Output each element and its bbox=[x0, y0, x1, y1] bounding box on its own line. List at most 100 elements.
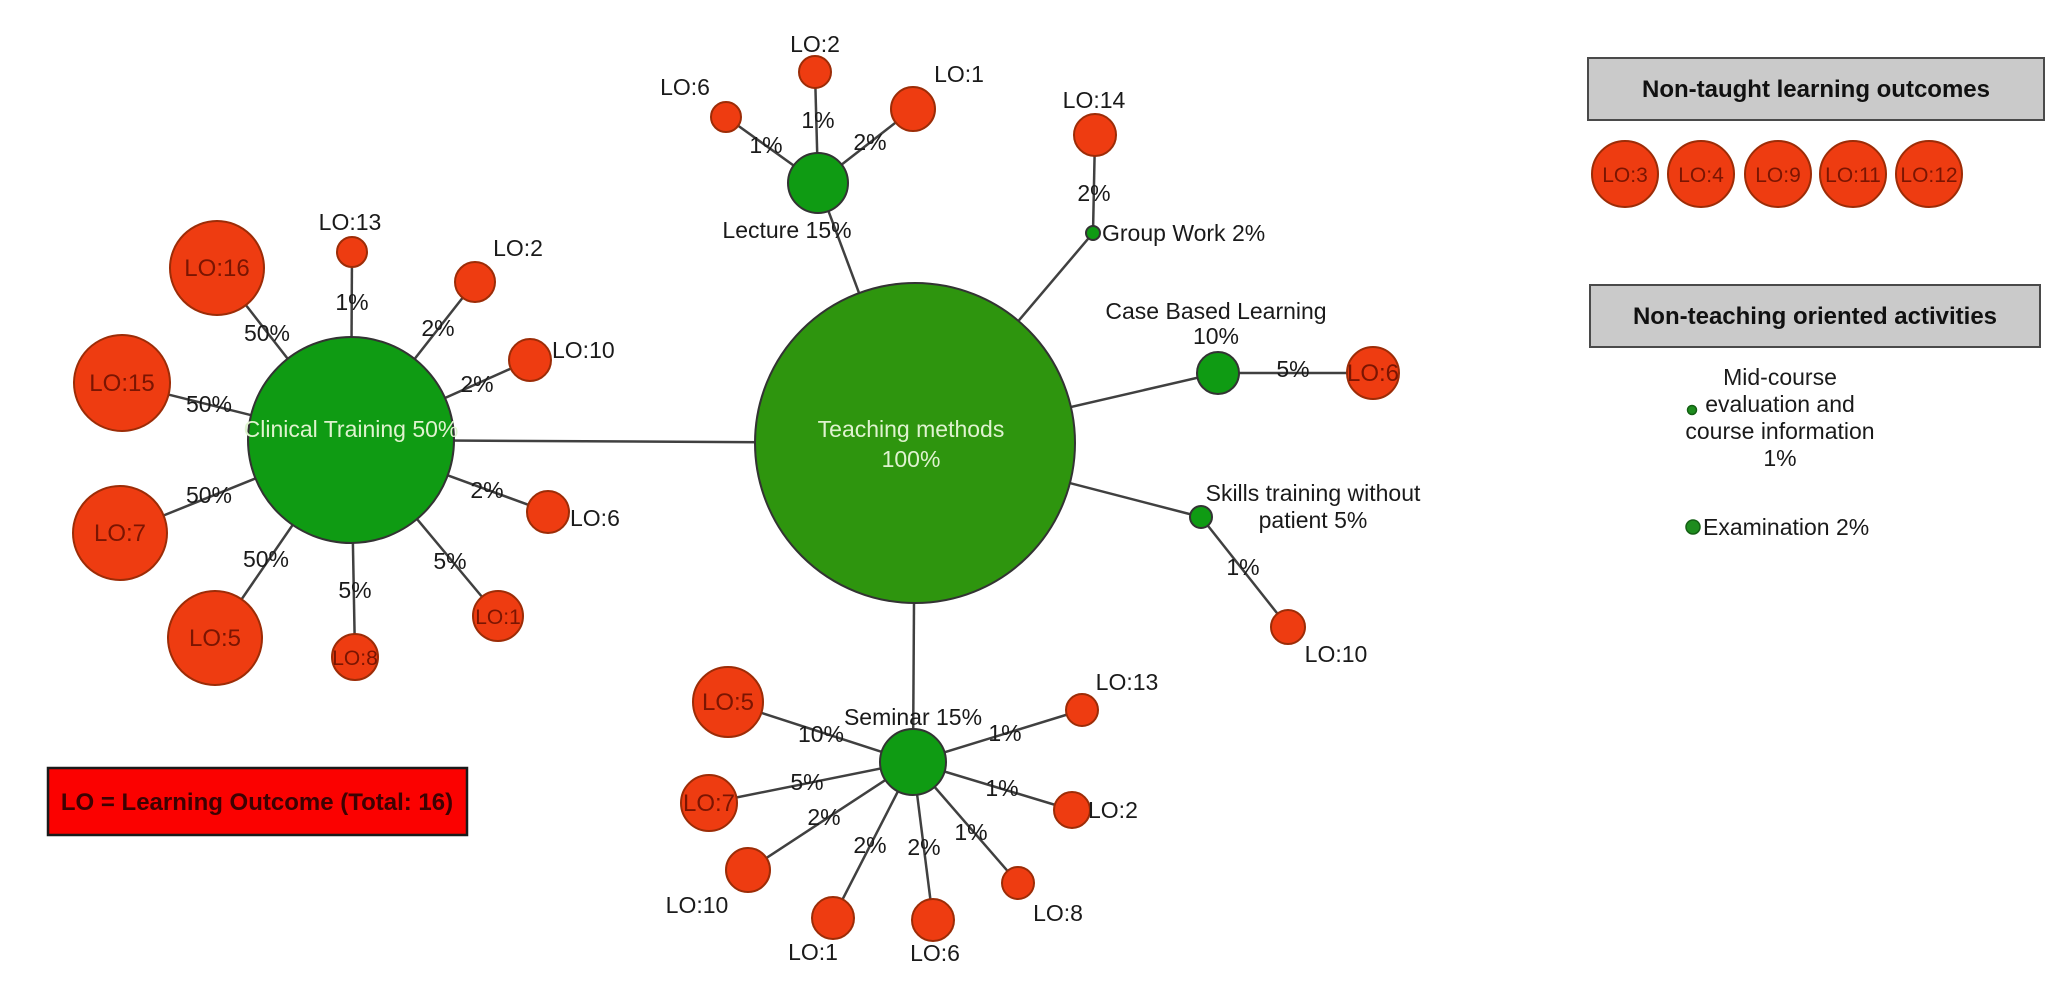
lecture-lo2-pct: 1% bbox=[801, 107, 834, 133]
seminar-lo10-node bbox=[725, 847, 771, 893]
lecture-lo1-pct: 2% bbox=[853, 129, 886, 155]
seminar-lo5-node bbox=[692, 666, 764, 738]
clinical-lo15-label: LO:15 bbox=[89, 370, 154, 397]
legend-lo11-node bbox=[1819, 140, 1887, 208]
clinical-lo7-label: LO:7 bbox=[94, 520, 146, 547]
note-box-group: LO = Learning Outcome (Total: 16) bbox=[46, 766, 469, 837]
seminar-lo7-label: LO:7 bbox=[683, 790, 735, 817]
seminar-lo1-label: LO:1 bbox=[788, 939, 838, 965]
casebased-lo6-pct: 5% bbox=[1276, 356, 1309, 382]
casebased-lo6-label: LO:6 bbox=[1347, 360, 1399, 387]
seminar-lo5-label: LO:5 bbox=[702, 689, 754, 716]
clinical-lo7-pct: 50% bbox=[186, 482, 232, 508]
seminar-lo2-label: LO:2 bbox=[1088, 797, 1138, 823]
non-teaching-header-label: Non-teaching oriented activities bbox=[1633, 303, 1997, 330]
clinical-lo15-pct: 50% bbox=[186, 391, 232, 417]
seminar-node bbox=[879, 728, 947, 796]
clinical-lo5-node bbox=[167, 590, 263, 686]
case-based-learning-node bbox=[1196, 351, 1240, 395]
group-work-label: Group Work 2% bbox=[1102, 220, 1265, 246]
teaching-methods-node bbox=[754, 282, 1076, 604]
midcourse-line3: course information bbox=[1685, 418, 1874, 444]
midcourse-line4: 1% bbox=[1763, 445, 1796, 471]
seminar-lo5-pct: 10% bbox=[798, 721, 844, 747]
lecture-lo6-node bbox=[710, 101, 742, 133]
group-work-node bbox=[1085, 225, 1101, 241]
seminar-lo1-pct: 2% bbox=[853, 832, 886, 858]
clinical-lo10-node bbox=[508, 338, 552, 382]
midcourse-line1: Mid-course bbox=[1723, 364, 1837, 390]
lecture-lo2-node bbox=[798, 55, 832, 89]
groupwork-lo14-node bbox=[1073, 113, 1117, 157]
seminar-lo6-node bbox=[911, 898, 955, 942]
clinical-lo16-label: LO:16 bbox=[184, 255, 249, 282]
groupwork-lo14-label: LO:14 bbox=[1063, 87, 1126, 113]
edge-skills-lo10 bbox=[1200, 516, 1289, 628]
legend-lo3-node bbox=[1591, 140, 1659, 208]
seminar-lo6-label: LO:6 bbox=[910, 940, 960, 966]
clinical-lo2-node bbox=[454, 261, 496, 303]
nodes bbox=[72, 55, 1400, 942]
casebased-lo6-node bbox=[1346, 346, 1400, 400]
non-taught-header-box bbox=[1587, 57, 2045, 121]
note-box-label: LO = Learning Outcome (Total: 16) bbox=[61, 789, 453, 816]
seminar-lo8-pct: 1% bbox=[954, 819, 987, 845]
seminar-lo13-label: LO:13 bbox=[1096, 669, 1159, 695]
clinical-lo13-node bbox=[336, 236, 368, 268]
seminar-lo6-pct: 2% bbox=[907, 834, 940, 860]
clinical-training-node bbox=[247, 336, 455, 544]
legend-lo12-label: LO:12 bbox=[1900, 164, 1957, 187]
examination-label: Examination 2% bbox=[1703, 514, 1869, 540]
legend-lo11-label: LO:11 bbox=[1825, 164, 1881, 187]
teaching-methods-label-line1: Teaching methods bbox=[818, 416, 1005, 442]
clinical-training-label: Clinical Training 50% bbox=[244, 416, 459, 442]
lecture-node bbox=[787, 152, 849, 214]
skills-label-line1: Skills training without bbox=[1206, 480, 1421, 506]
clinical-lo6-label: LO:6 bbox=[570, 505, 620, 531]
lecture-lo1-label: LO:1 bbox=[934, 61, 984, 87]
legend-lo3-label: LO:3 bbox=[1602, 164, 1648, 187]
examination-dot bbox=[1685, 519, 1701, 535]
lecture-label: Lecture 15% bbox=[722, 217, 851, 243]
legend-lo9-label: LO:9 bbox=[1755, 164, 1801, 187]
teaching-methods-label-line2: 100% bbox=[882, 446, 941, 472]
clinical-lo5-label: LO:5 bbox=[189, 625, 241, 652]
non-taught-header-label: Non-taught learning outcomes bbox=[1642, 76, 1990, 103]
legend-lo12-node bbox=[1895, 140, 1963, 208]
lecture-lo6-pct: 1% bbox=[749, 132, 782, 158]
groupwork-lo14-pct: 2% bbox=[1077, 180, 1110, 206]
clinical-lo6-node bbox=[526, 490, 570, 534]
legend-lo9-node bbox=[1744, 140, 1812, 208]
edge-seminar-lo7 bbox=[708, 760, 914, 805]
lecture-lo1-node bbox=[890, 86, 936, 132]
seminar-lo13-pct: 1% bbox=[988, 720, 1021, 746]
clinical-lo16-node bbox=[169, 220, 265, 316]
skills-label-line2: patient 5% bbox=[1259, 507, 1368, 533]
legend-non-teaching: Non-teaching oriented activities Mid-cou… bbox=[1589, 284, 2041, 540]
seminar-lo7-node bbox=[680, 774, 738, 832]
clinical-lo15-node bbox=[73, 334, 171, 432]
clinical-lo2-label: LO:2 bbox=[493, 235, 543, 261]
clinical-lo8-label: LO:8 bbox=[332, 647, 378, 670]
lecture-lo6-label: LO:6 bbox=[660, 74, 710, 100]
seminar-lo1-node bbox=[811, 896, 855, 940]
seminar-lo8-node bbox=[1001, 866, 1035, 900]
non-teaching-header-box bbox=[1589, 284, 2041, 348]
clinical-lo2-pct: 2% bbox=[421, 315, 454, 341]
clinical-lo5-pct: 50% bbox=[243, 546, 289, 572]
skills-lo10-pct: 1% bbox=[1226, 554, 1259, 580]
labels: Teaching methods 100% Clinical Training … bbox=[89, 31, 1421, 966]
skills-lo10-node bbox=[1270, 609, 1306, 645]
seminar-lo13-node bbox=[1065, 693, 1099, 727]
seminar-lo10-pct: 2% bbox=[807, 804, 840, 830]
case-based-label-line1: Case Based Learning bbox=[1105, 298, 1326, 324]
seminar-lo10-label: LO:10 bbox=[666, 892, 729, 918]
clinical-lo8-node bbox=[331, 633, 379, 681]
seminar-lo2-node bbox=[1053, 791, 1091, 829]
seminar-lo7-pct: 5% bbox=[790, 769, 823, 795]
clinical-lo13-pct: 1% bbox=[335, 289, 368, 315]
clinical-lo1-node bbox=[472, 590, 524, 642]
legend-lo4-node bbox=[1667, 140, 1735, 208]
seminar-lo2-pct: 1% bbox=[985, 775, 1018, 801]
